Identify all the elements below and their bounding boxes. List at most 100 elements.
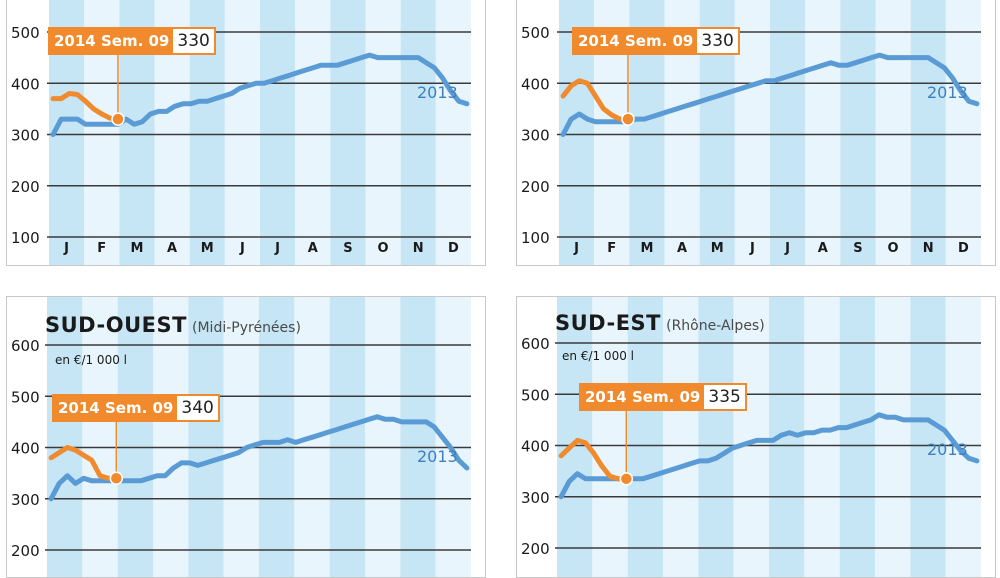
y-tick-label: 300 (521, 127, 550, 145)
y-tick-label: 500 (11, 388, 40, 406)
callout-value: 330 (697, 29, 738, 53)
x-tick-label: J (573, 241, 579, 256)
month-band (734, 0, 770, 265)
chart-title: SUD-OUEST (Midi-Pyrénées) (45, 313, 301, 337)
month-band (698, 297, 734, 577)
month-band (435, 0, 471, 265)
month-band (295, 0, 331, 265)
chart-panel-sud-ouest: 200 300 400 500 600 2013 SUD-OUEST (Midi-Pyré… (6, 296, 486, 578)
month-band (663, 297, 699, 577)
chart-title-main: SUD-OUEST (45, 313, 187, 337)
month-band (557, 297, 593, 577)
month-band (910, 0, 946, 265)
x-tick-label: O (378, 241, 389, 256)
callout-value: 330 (173, 29, 214, 53)
unit-label: en €/1 000 l (55, 353, 127, 367)
x-tick-label: M (130, 241, 143, 256)
x-tick-label: F (97, 241, 106, 256)
month-band (329, 297, 365, 577)
y-tick-label: 600 (11, 337, 40, 355)
month-band (117, 297, 153, 577)
x-tick-label: M (711, 241, 724, 256)
y-tick-label: 300 (11, 127, 40, 145)
month-band (365, 297, 401, 577)
callout-value: 335 (704, 385, 745, 409)
month-band (805, 0, 841, 265)
month-band (330, 0, 366, 265)
chart-svg: 100 200 300 400 500 J F M A M J J A S O N D 2013 (521, 0, 981, 265)
month-band (733, 297, 769, 577)
series-label-2013: 2013 (927, 83, 968, 102)
callout-label: 2014 Sem. 09 (585, 388, 701, 406)
y-tick-label: 100 (521, 229, 550, 247)
point-2014-marker (621, 112, 635, 126)
month-band (592, 297, 628, 577)
x-tick-label: J (784, 241, 790, 256)
month-band (840, 0, 876, 265)
chart-svg: 200 300 400 500 600 2013 (521, 297, 981, 577)
y-tick-label: 200 (521, 178, 550, 196)
month-band (47, 297, 83, 577)
chart-panel-top-right: 100 200 300 400 500 J F M A M J J A S O N D 2013 2014 Sem… (516, 0, 996, 266)
y-tick-label: 600 (521, 335, 550, 353)
y-tick-label: 100 (11, 229, 40, 247)
y-tick-label: 400 (11, 75, 40, 93)
chart-title: SUD-EST (Rhône-Alpes) (555, 311, 765, 335)
x-tick-label: J (63, 241, 69, 256)
x-tick-label: A (818, 241, 828, 256)
callout-2014: 2014 Sem. 09 335 (579, 383, 747, 411)
month-band (910, 297, 946, 577)
chart-title-main: SUD-EST (555, 311, 662, 335)
month-band (259, 297, 295, 577)
series-label-2013: 2013 (417, 83, 458, 102)
month-band (400, 0, 436, 265)
chart-svg: 200 300 400 500 600 2013 (11, 297, 471, 577)
chart-title-sub: (Midi-Pyrénées) (192, 320, 301, 336)
y-tick-label: 200 (11, 542, 40, 560)
month-band (365, 0, 401, 265)
month-band (223, 297, 259, 577)
chart-panel-sud-est: 200 300 400 500 600 2013 SUD-EST (Rhône-Alpes… (516, 296, 996, 578)
chart-panel-top-left: 100 200 300 400 500 J F M A M J J A S O N D 2013 2014 Sem… (6, 0, 486, 266)
month-band (260, 0, 296, 265)
month-band (188, 297, 224, 577)
x-tick-label: M (201, 241, 214, 256)
x-tick-label: N (413, 241, 424, 256)
month-band (875, 297, 911, 577)
y-tick-label: 300 (11, 491, 40, 509)
series-line-2014 (50, 91, 121, 122)
series-line-2014 (560, 78, 631, 122)
y-tick-label: 200 (11, 178, 40, 196)
unit-label: en €/1 000 l (562, 349, 634, 363)
x-tick-label: A (167, 241, 177, 256)
callout-2014: 2014 Sem. 09 330 (48, 27, 216, 55)
y-tick-label: 500 (521, 24, 550, 42)
y-tick-label: 400 (11, 440, 40, 458)
series-line-2014 (48, 445, 119, 481)
x-tick-label: D (958, 241, 969, 256)
series-label-2013: 2013 (927, 440, 968, 459)
callout-label: 2014 Sem. 09 (58, 399, 174, 417)
x-tick-label: J (239, 241, 245, 256)
y-tick-label: 200 (521, 540, 550, 558)
point-2014-marker (111, 112, 125, 126)
point-2014-marker (109, 471, 124, 485)
x-tick-label: M (640, 241, 653, 256)
x-tick-label: A (308, 241, 318, 256)
x-tick-label: S (343, 241, 352, 256)
month-band (82, 297, 118, 577)
callout-2014: 2014 Sem. 09 330 (572, 27, 740, 55)
month-band (400, 297, 436, 577)
month-band (770, 0, 806, 265)
x-tick-label: F (607, 241, 616, 256)
month-band (224, 0, 260, 265)
x-tick-label: S (853, 241, 862, 256)
series-label-2013: 2013 (417, 447, 458, 466)
y-tick-label: 300 (521, 489, 550, 507)
x-tick-label: D (448, 241, 459, 256)
x-tick-label: O (888, 241, 899, 256)
callout-label: 2014 Sem. 09 (578, 32, 694, 50)
month-band (839, 297, 875, 577)
y-tick-label: 400 (521, 75, 550, 93)
y-tick-label: 400 (521, 438, 550, 456)
